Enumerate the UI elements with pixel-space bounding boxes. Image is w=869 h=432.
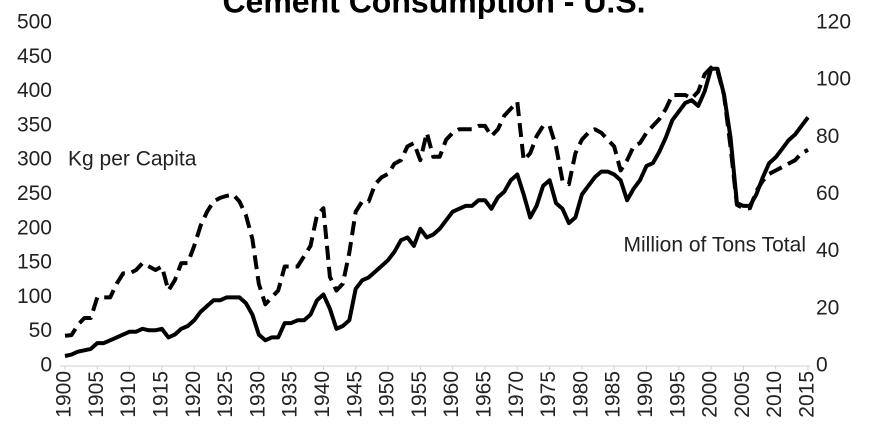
y2-tick-label: 100 (816, 68, 851, 91)
x-tick-label: 1905 (85, 371, 108, 418)
x-tick-label: 1930 (246, 371, 269, 418)
x-tick-label: 1955 (408, 371, 431, 418)
chart-title: Cement Consumption - U.S. (222, 0, 645, 19)
series-label: Million of Tons Total (624, 234, 807, 257)
x-tick-label: 2015 (796, 371, 819, 418)
series-line (64, 65, 809, 338)
x-tick-label: 1960 (440, 371, 463, 418)
x-tick-label: 1910 (117, 371, 140, 418)
x-tick-label: 2000 (699, 371, 722, 418)
y2-tick-label: 120 (816, 11, 851, 34)
x-tick-label: 2010 (763, 371, 786, 418)
x-tick-label: 1940 (311, 371, 334, 418)
y-tick-label: 350 (17, 113, 52, 136)
y-tick-label: 0 (40, 354, 52, 377)
x-tick-label: 1915 (149, 371, 172, 418)
y-tick-label: 300 (17, 148, 52, 171)
y2-tick-label: 20 (816, 296, 839, 319)
x-tick-label: 1935 (279, 371, 302, 418)
x-tick-label: 1975 (537, 371, 560, 418)
y2-tick-label: 60 (816, 182, 839, 205)
x-tick-label: 1980 (569, 371, 592, 418)
x-tick-label: 1995 (666, 371, 689, 418)
x-tick-label: 1970 (505, 371, 528, 418)
series-label: Kg per Capita (68, 148, 197, 171)
label-background (570, 232, 808, 260)
y2-tick-label: 80 (816, 125, 839, 148)
y-tick-label: 500 (17, 11, 52, 34)
x-tick-label: 1900 (53, 371, 76, 418)
x-tick-label: 1920 (182, 371, 205, 418)
y2-tick-label: 0 (816, 354, 828, 377)
x-tick-label: 1985 (602, 371, 625, 418)
x-tick-label: 1925 (214, 371, 237, 418)
y-tick-label: 200 (17, 216, 52, 239)
series-line (64, 66, 810, 358)
y-tick-label: 100 (17, 285, 52, 308)
y-tick-label: 250 (17, 182, 52, 205)
x-tick-label: 1990 (634, 371, 657, 418)
y2-tick-label: 40 (816, 239, 839, 262)
y-tick-label: 450 (17, 45, 52, 68)
x-tick-label: 2005 (731, 371, 754, 418)
y-tick-label: 50 (29, 319, 52, 342)
y-tick-label: 150 (17, 251, 52, 274)
x-tick-label: 1950 (376, 371, 399, 418)
x-tick-label: 1945 (343, 371, 366, 418)
y-tick-label: 400 (17, 79, 52, 102)
x-tick-label: 1965 (473, 371, 496, 418)
